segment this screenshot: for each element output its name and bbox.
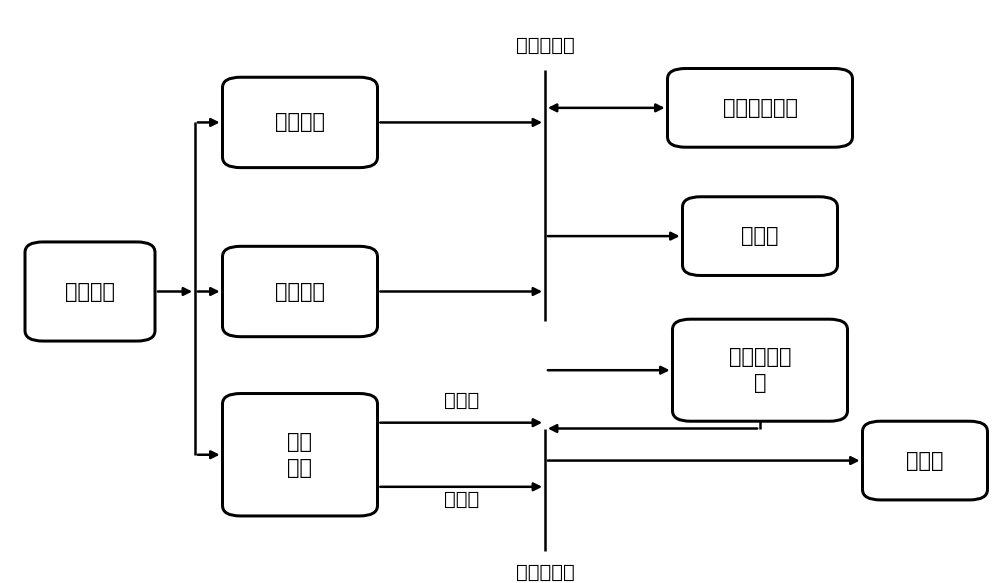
Text: 热负荷: 热负荷 [906, 451, 944, 470]
FancyBboxPatch shape [222, 246, 377, 337]
Text: 蓄热式电锅
炉: 蓄热式电锅 炉 [729, 347, 791, 394]
FancyBboxPatch shape [682, 197, 838, 276]
Text: 热力传输线: 热力传输线 [516, 563, 574, 582]
Text: 热出力: 热出力 [444, 490, 479, 509]
Text: 热电
机组: 热电 机组 [288, 431, 312, 478]
Text: 电负荷: 电负荷 [741, 226, 779, 246]
FancyBboxPatch shape [222, 77, 377, 168]
Text: 常规机组: 常规机组 [275, 282, 325, 301]
Text: 电出力: 电出力 [444, 391, 479, 410]
FancyBboxPatch shape [25, 242, 155, 341]
Text: 电池储能装置: 电池储能装置 [722, 98, 798, 118]
Text: 风电机组: 风电机组 [275, 113, 325, 132]
FancyBboxPatch shape [222, 394, 377, 516]
Text: 化石燃料: 化石燃料 [65, 282, 115, 301]
FancyBboxPatch shape [668, 69, 852, 147]
FancyBboxPatch shape [672, 319, 847, 421]
FancyBboxPatch shape [862, 421, 988, 500]
Text: 电力传输线: 电力传输线 [516, 36, 574, 55]
